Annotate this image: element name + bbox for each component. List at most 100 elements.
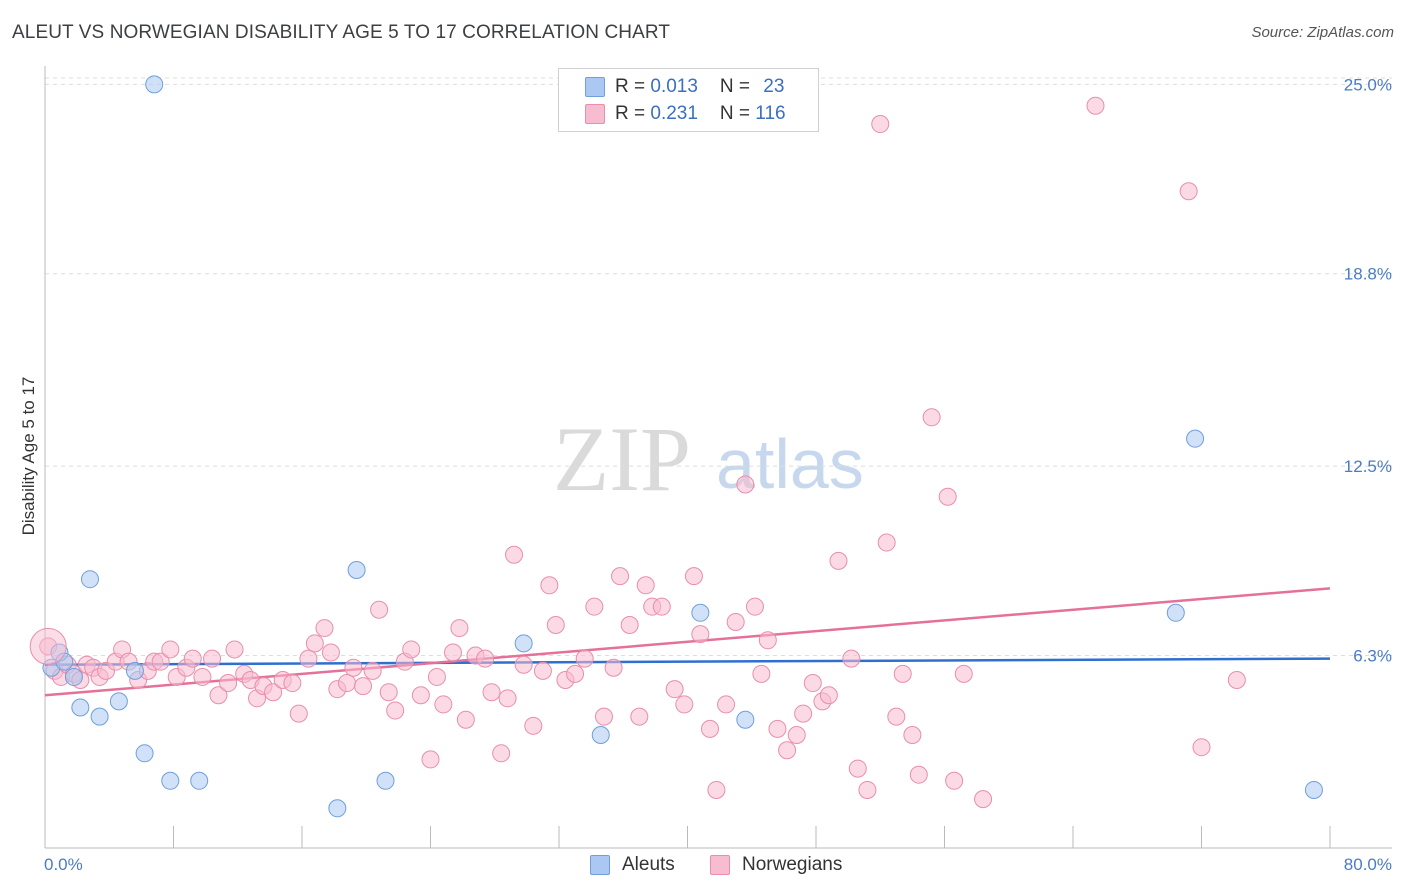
aleut-point	[109, 692, 128, 711]
aleut-point	[328, 799, 347, 818]
norwegian-point	[540, 576, 559, 595]
aleut-point	[691, 603, 710, 622]
norwegian-point	[726, 612, 745, 631]
norwegian-point	[498, 689, 517, 708]
norwegian-point	[456, 710, 475, 729]
norwegian-n-value: 116	[755, 103, 786, 124]
norwegian-legend-label: Norwegians	[742, 854, 843, 875]
norwegian-point	[903, 725, 922, 744]
norwegian-point	[427, 667, 446, 686]
norwegian-point	[752, 664, 771, 683]
norwegian-point	[305, 634, 324, 653]
norwegian-point	[402, 640, 421, 659]
axes	[44, 66, 1392, 849]
aleut-point	[591, 725, 610, 744]
norwegian-point	[887, 707, 906, 726]
stats-legend: R = 0.013 N = 23 R = 0.231 N = 116	[558, 68, 819, 132]
aleut-point	[80, 570, 99, 589]
norwegian-point	[225, 640, 244, 659]
norwegian-point	[700, 719, 719, 738]
norwegian-point	[476, 649, 495, 668]
norwegian-point	[585, 597, 604, 616]
norwegian-point	[848, 759, 867, 778]
aleut-legend-swatch	[590, 855, 610, 875]
norwegian-point	[575, 649, 594, 668]
y-tick-label: 25.0%	[1344, 75, 1392, 94]
norwegian-point	[514, 655, 533, 674]
norwegian-point	[386, 701, 405, 720]
norwegian-point	[707, 780, 726, 799]
norwegian-point	[675, 695, 694, 714]
norwegian-point	[434, 695, 453, 714]
norwegian-point	[736, 475, 755, 494]
data-points	[29, 75, 1323, 818]
norwegian-point	[871, 115, 890, 134]
norwegian-point	[482, 683, 501, 702]
norwegian-point	[379, 683, 398, 702]
norwegian-point	[219, 674, 238, 693]
norwegian-point	[803, 674, 822, 693]
norwegian-point	[787, 725, 806, 744]
norwegian-point	[566, 664, 585, 683]
legend-item-norwegians: Norwegians	[710, 852, 842, 878]
aleut-point	[376, 771, 395, 790]
aleut-point	[90, 707, 109, 726]
norwegian-point	[922, 408, 941, 427]
norwegian-point	[1179, 182, 1198, 201]
norwegian-point	[421, 750, 440, 769]
norwegian-point	[321, 643, 340, 662]
axis-labels: 6.3% 12.5% 18.8% 25.0% 0.0% 80.0% Disability A…	[19, 75, 1392, 874]
norwegian-point	[665, 680, 684, 699]
norwegian-point	[954, 664, 973, 683]
norwegian-swatch	[585, 104, 605, 124]
norwegian-point	[819, 686, 838, 705]
aleut-point	[125, 661, 144, 680]
aleut-point	[1166, 603, 1185, 622]
y-tick-label: 6.3%	[1353, 647, 1392, 666]
norwegian-point	[938, 487, 957, 506]
norwegian-point	[717, 695, 736, 714]
norwegian-point	[524, 716, 543, 735]
norwegian-point	[945, 771, 964, 790]
norwegian-cluster-point	[29, 627, 67, 665]
norwegian-point	[829, 551, 848, 570]
norwegian-point	[794, 704, 813, 723]
norwegian-point	[877, 533, 896, 552]
norwegian-point	[758, 631, 777, 650]
aleut-point	[1186, 429, 1205, 448]
norwegian-point	[546, 616, 565, 635]
y-axis-title: Disability Age 5 to 17	[19, 377, 38, 536]
norwegian-point	[745, 597, 764, 616]
norwegian-point	[620, 616, 639, 635]
aleut-r-value: 0.013	[650, 76, 698, 97]
norwegian-point	[505, 545, 524, 564]
aleut-point	[64, 667, 83, 686]
norwegian-point	[203, 649, 222, 668]
norwegian-point	[363, 661, 382, 680]
norwegian-point	[193, 667, 212, 686]
norwegian-point	[337, 674, 356, 693]
legend-item-aleuts: Aleuts	[590, 852, 675, 878]
norwegian-point	[411, 686, 430, 705]
norwegian-point	[151, 652, 170, 671]
y-tick-label: 18.8%	[1344, 265, 1392, 284]
norwegian-point	[161, 640, 180, 659]
norwegian-point	[1192, 738, 1211, 757]
norwegian-point	[1227, 670, 1246, 689]
y-tick-label: 12.5%	[1344, 457, 1392, 476]
aleut-point	[736, 710, 755, 729]
norwegian-point	[443, 643, 462, 662]
x-tick-label-min: 0.0%	[44, 855, 83, 874]
aleut-point	[347, 561, 366, 580]
grid-lines	[45, 77, 1392, 657]
norwegian-point	[209, 686, 228, 705]
aleut-point	[135, 744, 154, 763]
norwegian-n-label: N =	[719, 103, 756, 124]
norwegian-point	[636, 576, 655, 595]
norwegian-point	[1086, 96, 1105, 115]
aleut-legend-label: Aleuts	[622, 854, 675, 875]
norwegian-legend-swatch	[710, 855, 730, 875]
watermark-zip: ZIP	[553, 408, 691, 510]
norwegian-point	[630, 707, 649, 726]
